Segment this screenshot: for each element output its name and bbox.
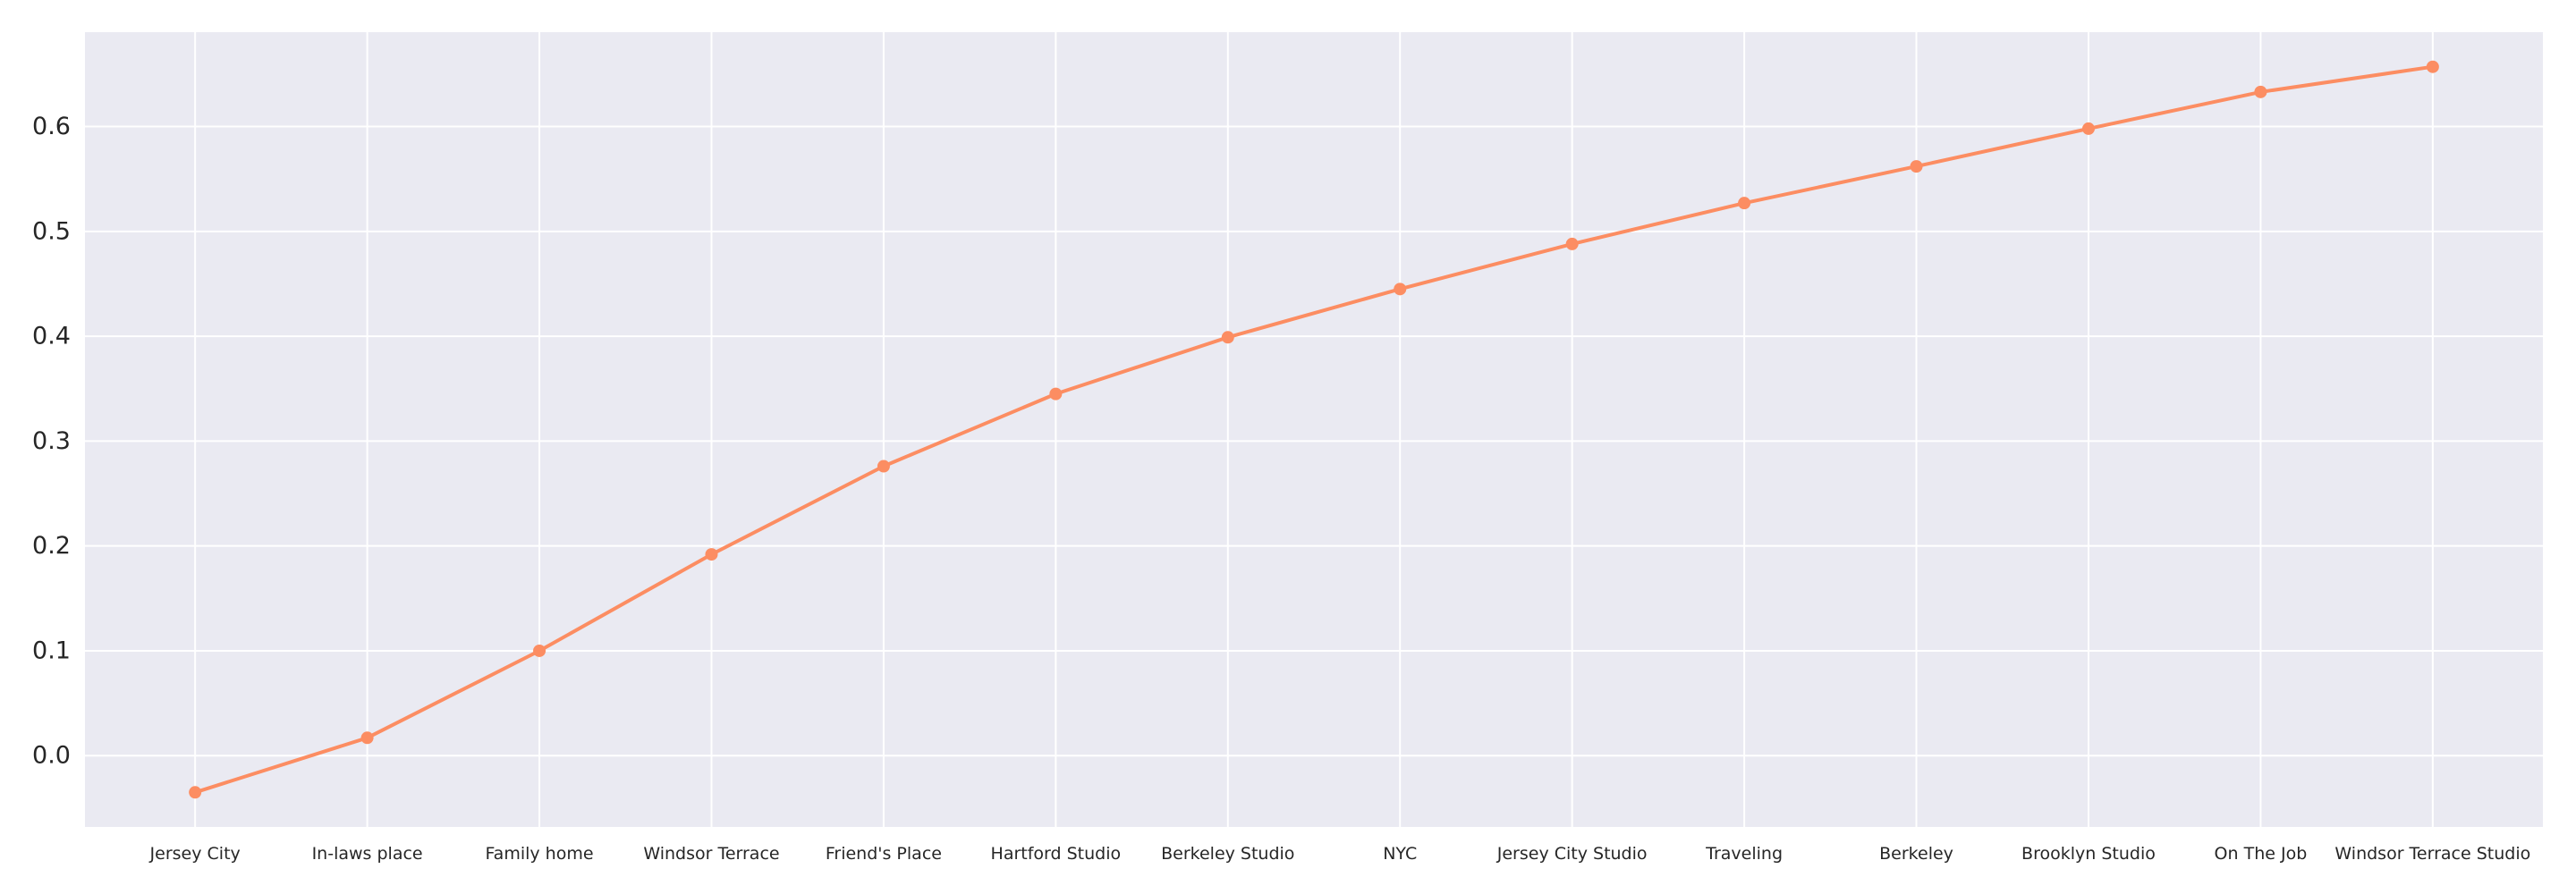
y-tick-label: 0.2 — [32, 532, 71, 560]
x-tick-label: On The Job — [2215, 844, 2308, 864]
data-point — [360, 731, 374, 745]
x-tick-label: Brooklyn Studio — [2021, 844, 2156, 864]
data-point — [877, 460, 890, 473]
x-tick-label: Friend's Place — [826, 844, 942, 864]
x-tick-label: Berkeley Studio — [1161, 844, 1294, 864]
x-tick-label: Jersey City — [149, 844, 241, 864]
series-line — [193, 64, 2435, 795]
x-tick-label: In-laws place — [312, 844, 423, 864]
data-point — [189, 786, 202, 799]
data-point — [705, 548, 718, 561]
y-tick-label: 0.3 — [32, 427, 71, 455]
x-tick-label: Berkeley — [1879, 844, 1953, 864]
data-point — [1738, 197, 1751, 210]
x-tick-label: Hartford Studio — [991, 844, 1122, 864]
data-point — [1394, 283, 1407, 296]
data-point — [2426, 60, 2439, 73]
plot-area — [85, 32, 2543, 827]
y-tick-label: 0.5 — [32, 217, 71, 245]
y-tick-label: 0.1 — [32, 637, 71, 664]
data-point — [1221, 331, 1234, 344]
y-axis-tick-labels: 0.0 0.1 0.2 0.3 0.4 0.5 0.6 — [32, 113, 71, 770]
y-tick-label: 0.4 — [32, 323, 71, 350]
data-point — [1565, 237, 1579, 250]
x-tick-label: NYC — [1383, 844, 1417, 864]
data-point — [1910, 160, 1923, 173]
x-tick-label: Windsor Terrace — [643, 844, 779, 864]
series-layer — [189, 60, 2439, 799]
y-tick-label: 0.6 — [32, 113, 71, 140]
x-tick-label: Jersey City Studio — [1496, 844, 1648, 864]
data-point — [533, 644, 547, 657]
data-point — [2254, 85, 2267, 98]
x-tick-label: Family home — [486, 844, 594, 864]
y-tick-label: 0.0 — [32, 742, 71, 770]
x-axis-tick-labels: Jersey City In-laws place Family home Winds… — [149, 844, 2531, 864]
grid-lines — [85, 32, 2543, 827]
x-tick-label: Windsor Terrace Studio — [2334, 844, 2530, 864]
data-point — [1049, 387, 1063, 401]
x-tick-label: Traveling — [1705, 844, 1783, 864]
data-point — [2081, 122, 2095, 135]
